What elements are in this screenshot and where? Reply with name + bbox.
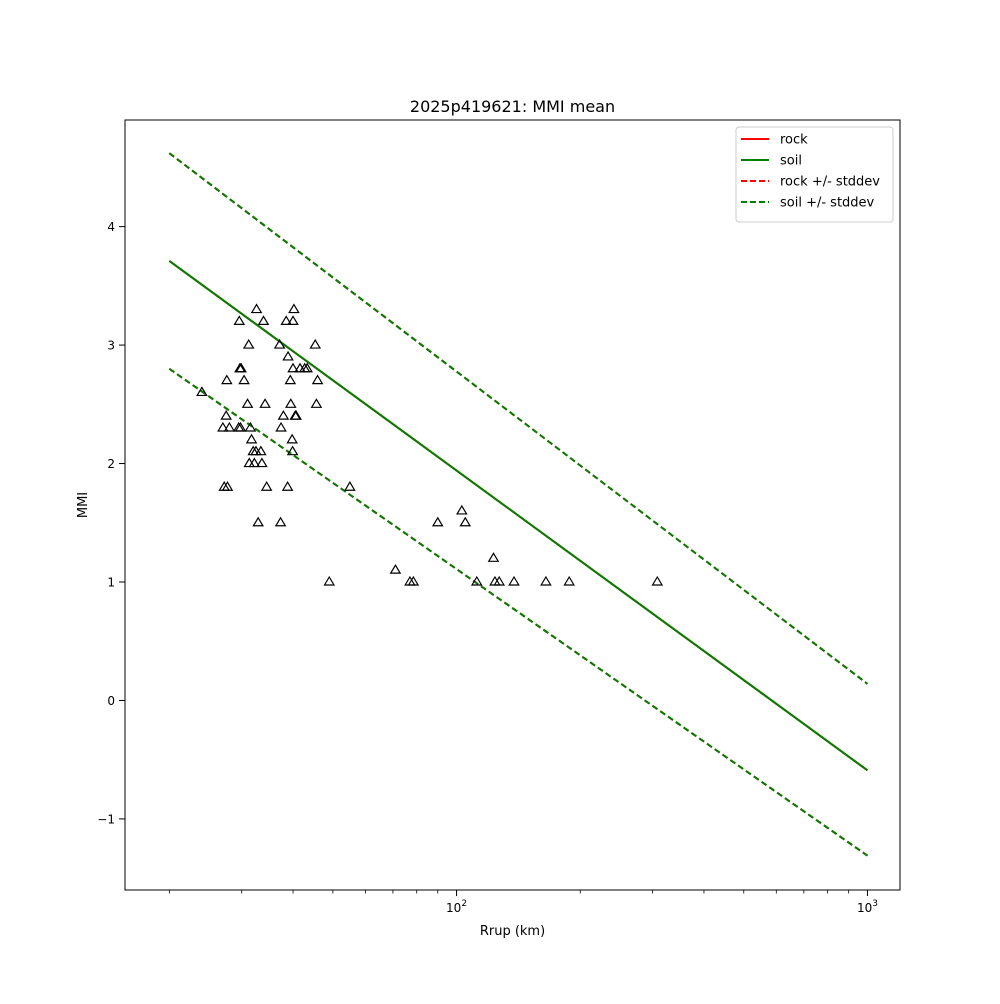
y-tick-label: 4 <box>107 220 115 234</box>
observation-point <box>196 386 208 397</box>
observation-point <box>563 575 576 586</box>
observation-point <box>493 575 506 586</box>
observation-point <box>651 575 664 586</box>
observation-point <box>310 398 323 408</box>
y-tick-label: 3 <box>107 339 115 353</box>
observation-point <box>274 516 287 527</box>
y-tick-label: 0 <box>107 694 115 708</box>
legend-label-soil: soil <box>780 154 802 169</box>
observation-point <box>301 362 313 373</box>
y-tick-label: 2 <box>107 457 115 471</box>
observation-point <box>250 303 263 314</box>
observation-point <box>431 516 444 527</box>
observation-point <box>287 315 299 325</box>
x-tick-label: 102 <box>446 899 467 915</box>
observation-point <box>459 516 472 527</box>
observation-point <box>540 575 552 586</box>
series-line-soil-stddev <box>168 152 869 685</box>
observation-point <box>344 481 356 491</box>
observation-point <box>284 398 297 408</box>
observation-point <box>255 445 267 456</box>
legend-label-rock-stddev: rock +/- stddev <box>780 175 880 190</box>
plot-frame <box>124 119 901 891</box>
observation-point <box>309 338 322 349</box>
legend-label-rock: rock <box>780 133 808 148</box>
observation-point <box>284 374 297 385</box>
observation-point <box>221 374 233 385</box>
series-line-soil <box>168 260 869 772</box>
observation-point <box>407 575 420 586</box>
observation-point <box>280 315 293 325</box>
observation-point <box>277 409 290 420</box>
observation-point <box>470 575 483 586</box>
observation-point <box>456 504 468 515</box>
observation-point <box>259 398 271 408</box>
observation-point <box>281 481 294 491</box>
observation-point <box>487 552 500 562</box>
observation-point <box>273 338 286 349</box>
observation-point <box>290 409 302 420</box>
observation-point <box>241 398 254 408</box>
observation-point <box>288 303 300 314</box>
y-axis-label: MMI <box>76 492 91 518</box>
y-tick-label: −1 <box>97 812 115 826</box>
observation-point <box>389 563 402 574</box>
legend: rock soil rock +/- stddev soil +/- stddev <box>735 126 894 223</box>
y-axis: −1 0 1 2 3 4 <box>97 220 125 826</box>
legend-box <box>735 126 894 223</box>
observation-point <box>286 445 299 456</box>
observation-point <box>286 433 298 444</box>
observation-point <box>217 421 229 432</box>
observation-point <box>323 575 336 586</box>
x-axis-label: Rrup (km) <box>480 924 545 939</box>
x-axis: 102 103 <box>168 890 878 915</box>
legend-label-soil-stddev: soil +/- stddev <box>780 196 875 211</box>
observation-point <box>508 575 520 586</box>
y-tick-label: 1 <box>107 576 115 590</box>
chart-title: 2025p419621: MMI mean <box>410 97 615 116</box>
observation-point <box>311 374 324 385</box>
observation-point <box>248 457 261 468</box>
observation-point <box>242 338 255 349</box>
observation-point <box>275 421 287 432</box>
points-layer <box>196 303 664 586</box>
observation-point <box>257 315 270 325</box>
x-tick-label: 103 <box>857 899 878 915</box>
observation-point <box>238 374 250 385</box>
observation-point <box>245 433 258 444</box>
observation-point <box>220 409 232 420</box>
observation-point <box>244 421 257 432</box>
observation-point <box>256 457 268 468</box>
observation-point <box>223 421 236 432</box>
observation-point <box>287 362 299 373</box>
plot-area <box>125 120 900 890</box>
observation-point <box>252 516 264 527</box>
observation-point <box>234 421 247 432</box>
observation-point <box>282 350 294 361</box>
observation-point <box>221 481 234 491</box>
observation-point <box>235 362 247 373</box>
lines-layer <box>168 152 869 857</box>
observation-point <box>233 315 246 325</box>
observation-point <box>260 481 273 491</box>
